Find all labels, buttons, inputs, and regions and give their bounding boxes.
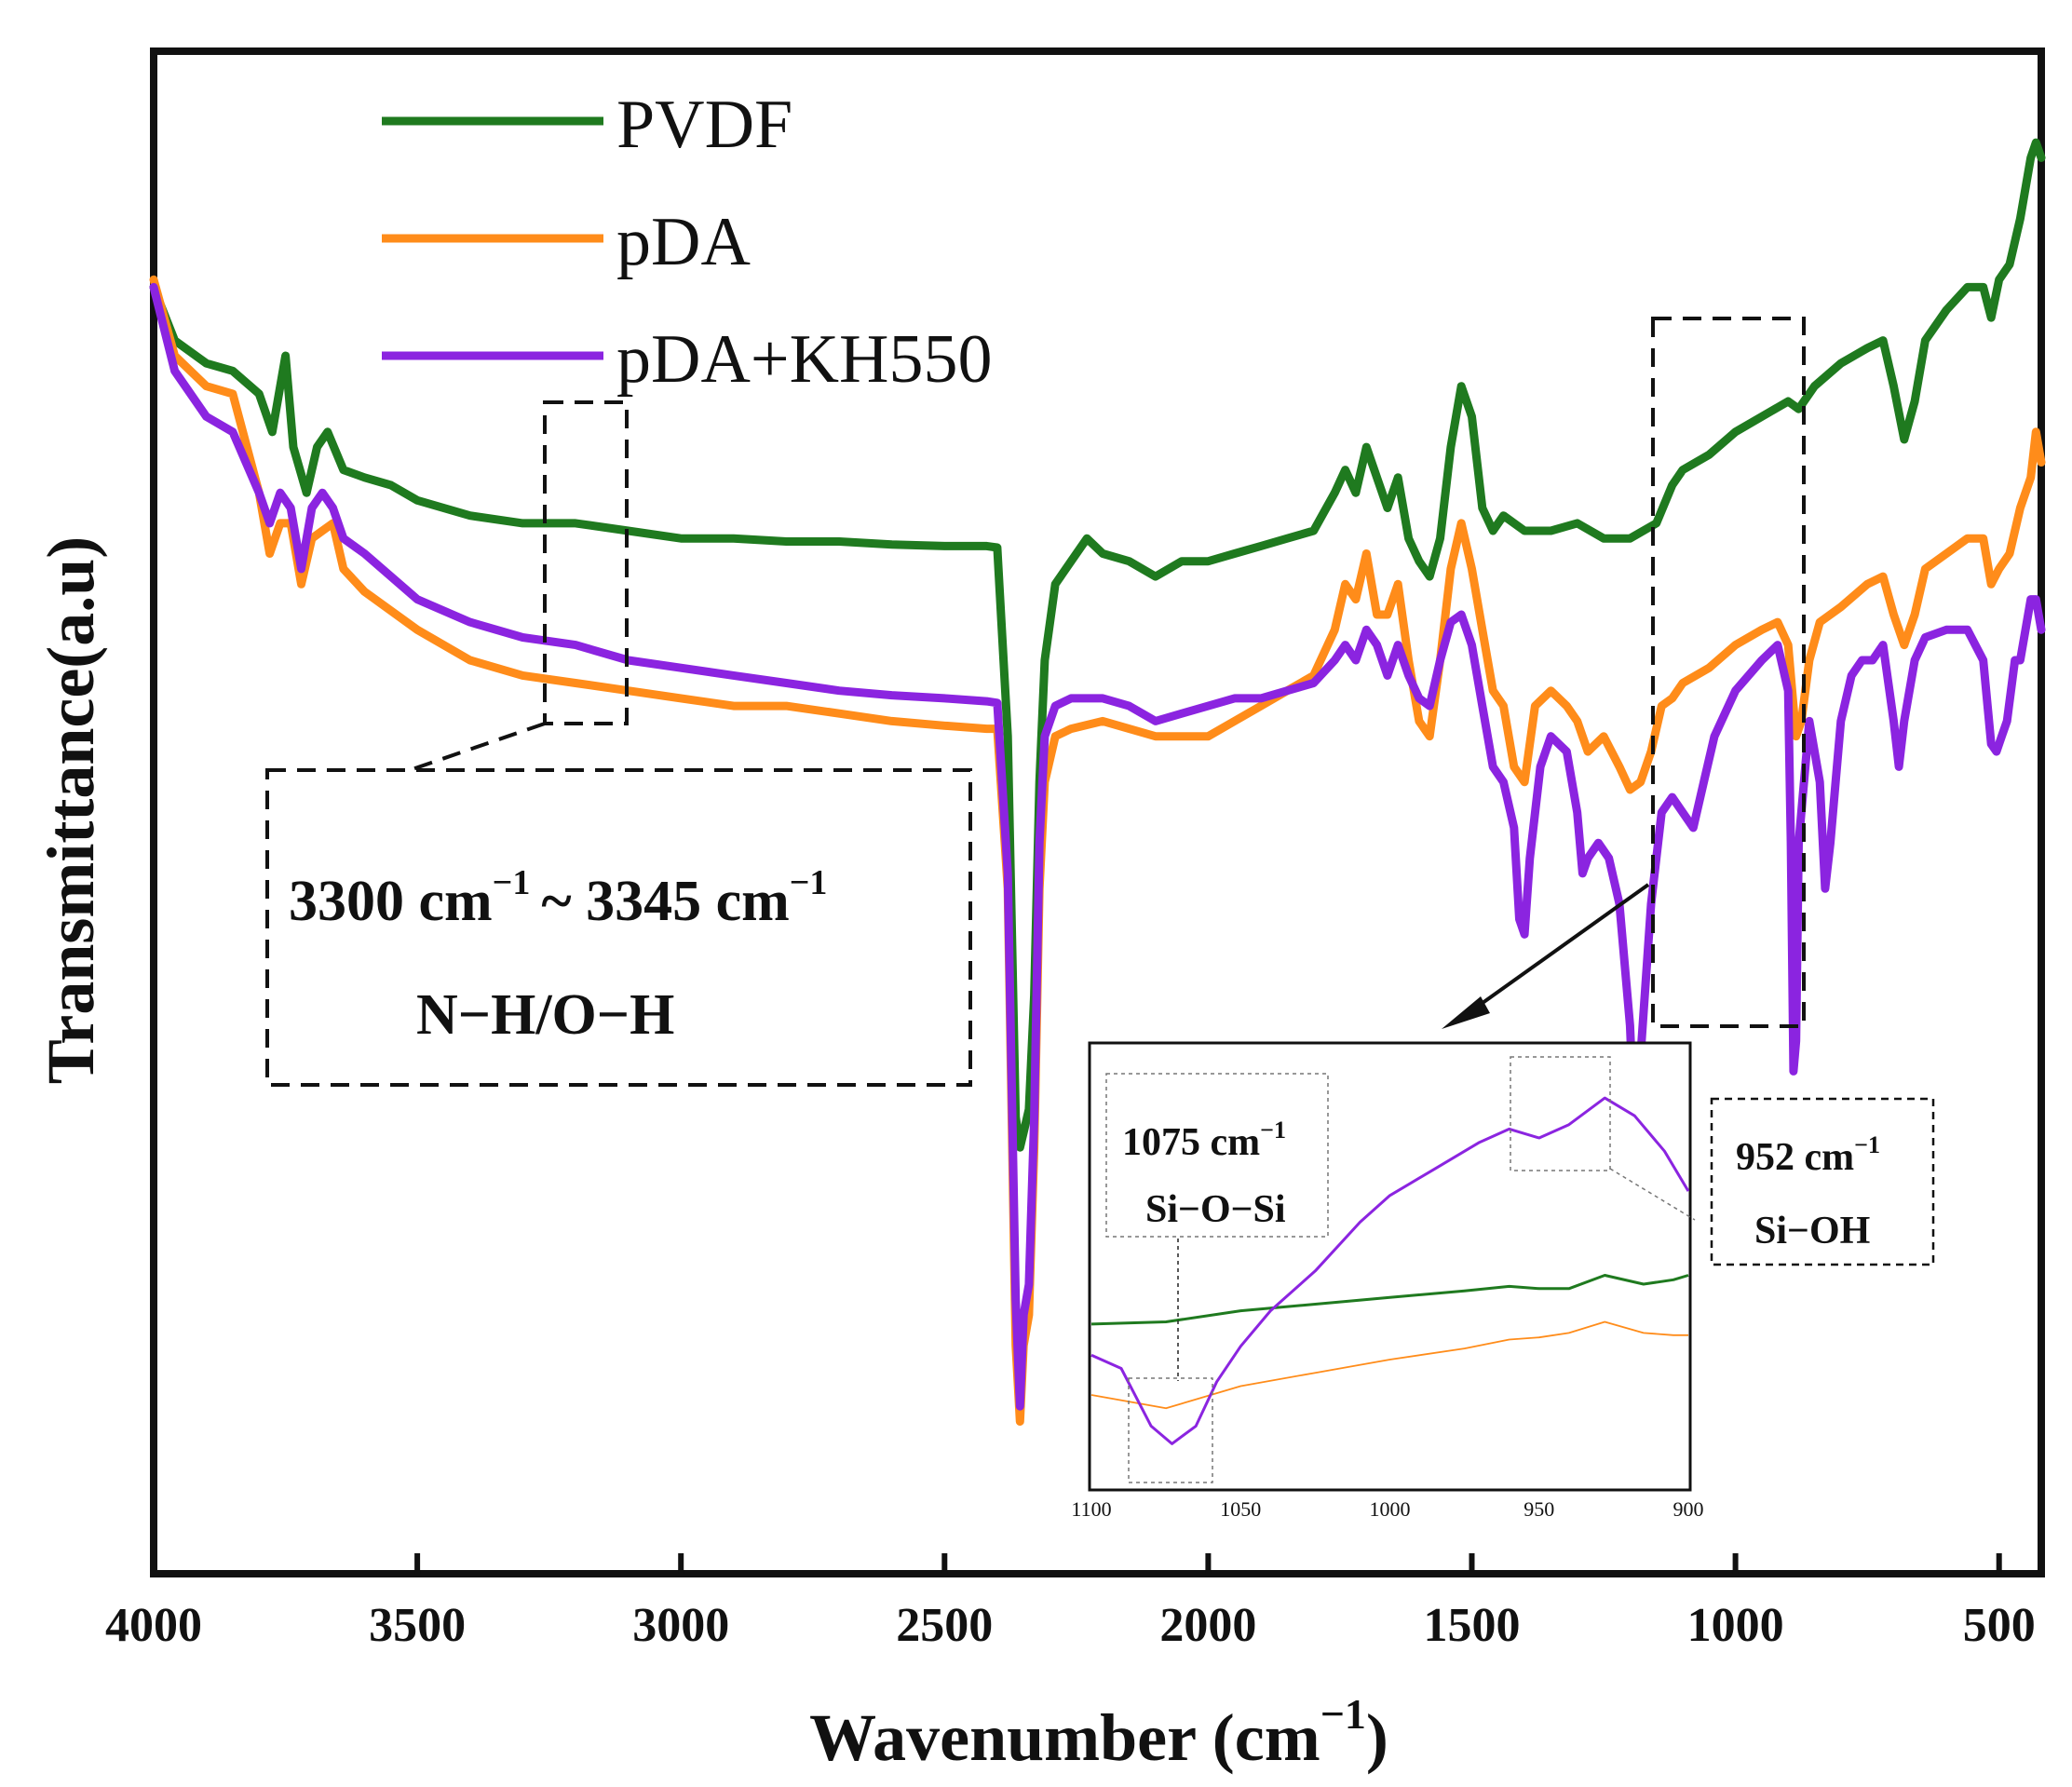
x-tick-label-1000: 1000 (1687, 1599, 1784, 1652)
inset-series-layer (1090, 1096, 1690, 1445)
series-line-pda-kh550 (149, 282, 2046, 1411)
inset-x-tick-label-900: 900 (1673, 1497, 1704, 1521)
si-oh-wavenumber-label: 952 cm−1 (1736, 1131, 1880, 1179)
x-tick-label-3000: 3000 (632, 1599, 729, 1652)
inset-x-tick-label-950: 950 (1524, 1497, 1554, 1521)
inset-x-tick-label-1100: 1100 (1071, 1497, 1111, 1521)
series-layer (149, 138, 2046, 1426)
x-tick-label-1500: 1500 (1424, 1599, 1521, 1652)
x-axis-ticks: 4000 3500 3000 2500 2000 1500 1000 500 (105, 1553, 2036, 1652)
inset-guide-b (1609, 1168, 1696, 1221)
x-tick-label-4000: 4000 (105, 1599, 202, 1652)
plot-frame (150, 47, 2045, 1577)
inset-chart: 1100 1050 1000 950 900 1075 cm−1 Si−O−Si (1071, 1041, 1704, 1521)
nh-oh-range-label: 3300 cm−1 ~ 3345 cm−1 (289, 863, 827, 933)
nh-oh-label-box (265, 768, 972, 1087)
x-tick-label-2500: 2500 (896, 1599, 993, 1652)
legend-label-pda: pDA (616, 204, 751, 280)
inset-dip-box (1128, 1377, 1213, 1483)
nh-oh-connector (409, 722, 546, 772)
inset-dotted-guides (1105, 1056, 1696, 1483)
inset-x-tick-label-1000: 1000 (1370, 1497, 1411, 1521)
inset-arrow (1442, 883, 1650, 1029)
series-line-pda (149, 275, 2046, 1426)
nh-oh-group-label: N−H/O−H (416, 983, 674, 1047)
si-oh-group-label: Si−OH (1754, 1210, 1870, 1252)
series-line-pvdf (149, 138, 2046, 1152)
legend: PVDF pDA pDA+KH550 (382, 87, 993, 398)
x-tick-label-2000: 2000 (1159, 1599, 1256, 1652)
inset-series-line-pda (1090, 1320, 1688, 1410)
inset-x-axis-ticks: 1100 1050 1000 950 900 (1071, 1497, 1703, 1521)
inset-series-line-pda-kh550 (1090, 1096, 1690, 1445)
nh-oh-region-box (543, 400, 629, 725)
dashed-annotations (265, 317, 1806, 1087)
si-oh-label-box (1710, 1097, 1935, 1266)
si-region-box (1651, 317, 1806, 1028)
legend-label-pda-kh550: pDA+KH550 (616, 321, 993, 398)
x-tick-label-500: 500 (1963, 1599, 2036, 1652)
inset-label-si-o-si: Si−O−Si (1145, 1188, 1286, 1231)
inset-series-line-pvdf (1090, 1274, 1689, 1326)
inset-label-1075: 1075 cm−1 (1122, 1117, 1286, 1164)
inset-x-tick-label-1050: 1050 (1220, 1497, 1261, 1521)
inset-label-box-a (1105, 1073, 1329, 1238)
legend-label-pvdf: PVDF (616, 87, 792, 163)
inset-frame (1088, 1041, 1692, 1492)
x-axis-title: Wavenumber (cm−1) (809, 1690, 1388, 1775)
x-tick-label-3500: 3500 (369, 1599, 466, 1652)
y-axis-title: Transmittance(a.u) (34, 536, 108, 1085)
inset-peak-box (1510, 1056, 1611, 1171)
